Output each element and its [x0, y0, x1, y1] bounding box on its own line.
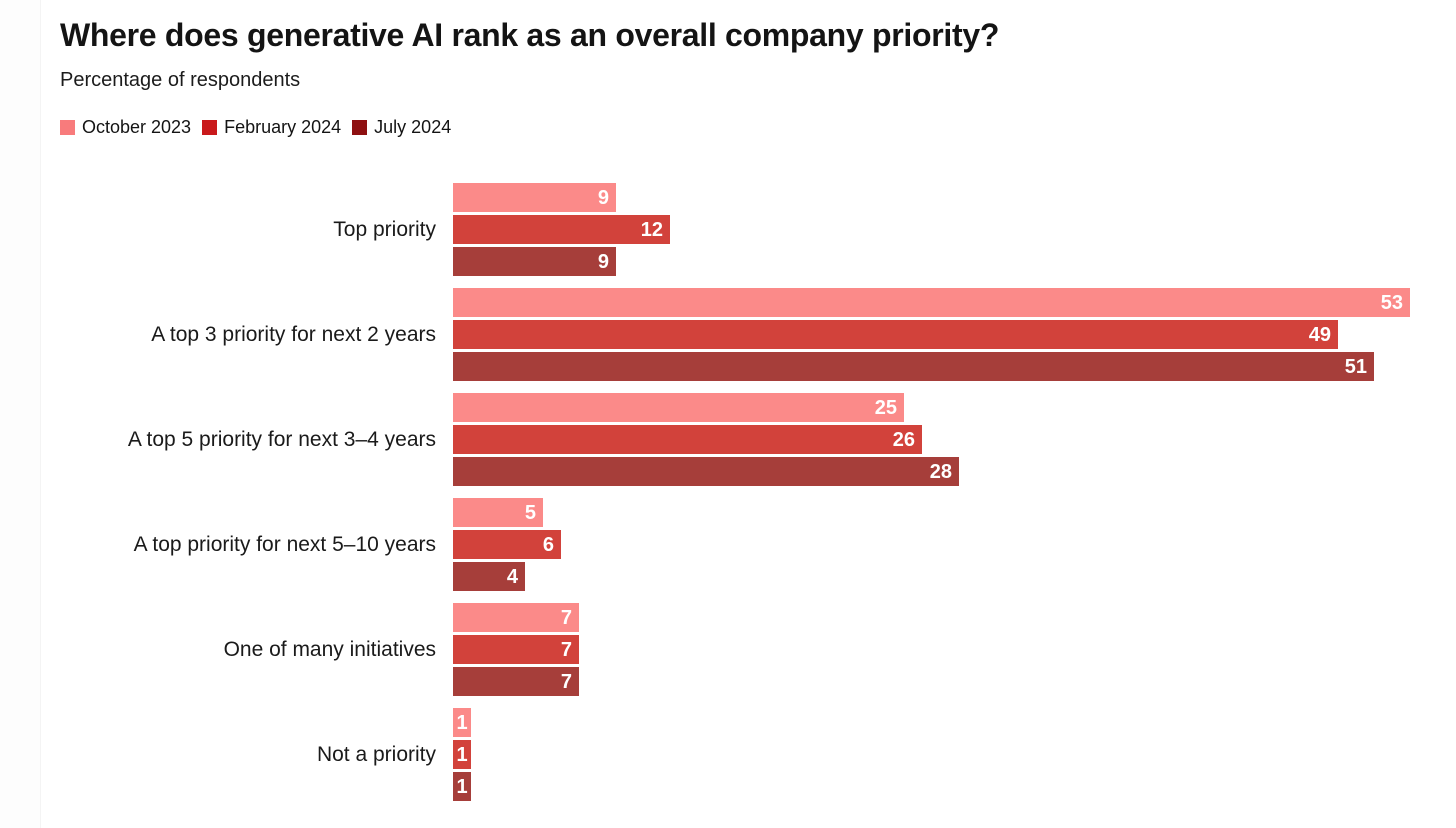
- bar-value-label: 53: [1380, 291, 1403, 314]
- bar-value-label: 49: [1308, 323, 1331, 346]
- bar-july-2024: 7: [453, 667, 579, 697]
- bar-february-2024: 26: [453, 425, 922, 455]
- bar-value-label: 1: [456, 775, 468, 798]
- legend-label: July 2024: [374, 117, 452, 138]
- bar-track: 9 12 9: [453, 183, 670, 277]
- category-label: Not a priority: [316, 742, 436, 766]
- bar-february-2024: 49: [453, 320, 1338, 350]
- bar-october-2023: 9: [453, 183, 616, 213]
- legend-swatch-october-2023: [60, 120, 75, 136]
- bar-chart: Top priority 9 12 9 A top 3 priority for nex…: [60, 183, 1456, 802]
- bar-october-2023: 7: [453, 603, 579, 633]
- bar-value-label: 9: [597, 186, 609, 209]
- legend-label: February 2024: [224, 117, 342, 138]
- category-label: A top 5 priority for next 3–4 years: [127, 427, 436, 451]
- bar-july-2024: 4: [453, 562, 525, 592]
- bar-value-label: 12: [640, 218, 663, 241]
- bar-value-label: 26: [892, 428, 915, 451]
- bar-july-2024: 51: [453, 352, 1374, 382]
- bar-july-2024: 9: [453, 247, 616, 277]
- chart-group-top-priority: Top priority 9 12 9: [60, 183, 1456, 277]
- bar-february-2024: 6: [453, 530, 561, 560]
- page-subtitle: Percentage of respondents: [60, 69, 301, 92]
- category-label: A top 3 priority for next 2 years: [151, 322, 436, 346]
- bar-october-2023: 1: [453, 708, 471, 738]
- chart-group-a-top-priority-for-next-5-10-years: A top priority for next 5–10 years 5 6 4: [60, 498, 1456, 592]
- chart-page: Where does generative AI rank as an over…: [60, 17, 1456, 802]
- bar-value-label: 7: [560, 670, 572, 693]
- bar-february-2024: 1: [453, 740, 471, 770]
- bar-value-label: 7: [560, 638, 572, 661]
- bar-value-label: 4: [506, 565, 518, 588]
- bar-track: 1 1 1: [453, 708, 471, 802]
- category-label: A top priority for next 5–10 years: [133, 532, 436, 556]
- bar-october-2023: 53: [453, 288, 1410, 318]
- bar-value-label: 5: [524, 501, 536, 524]
- chart-group-one-of-many-initiatives: One of many initiatives 7 7 7: [60, 603, 1456, 697]
- bar-value-label: 25: [874, 396, 897, 419]
- bar-october-2023: 25: [453, 393, 904, 423]
- chart-group-not-a-priority: Not a priority 1 1 1: [60, 708, 1456, 802]
- bar-value-label: 9: [597, 250, 609, 273]
- chart-group-a-top-5-priority-for-next-3-4-years: A top 5 priority for next 3–4 years 25 26 2…: [60, 393, 1456, 487]
- legend-swatch-february-2024: [202, 120, 218, 136]
- bar-july-2024: 28: [453, 457, 959, 487]
- legend-item-february-2024: February 2024: [202, 117, 341, 138]
- page-title: Where does generative AI rank as an over…: [60, 17, 1000, 53]
- legend: October 2023 February 2024 July 2024: [60, 117, 1456, 138]
- bar-track: 53 49 51: [453, 288, 1410, 382]
- chart-group-a-top-3-priority-for-next-2-years: A top 3 priority for next 2 years 53 49 51: [60, 288, 1456, 382]
- legend-label: October 2023: [82, 117, 192, 138]
- category-label: One of many initiatives: [223, 637, 436, 661]
- bar-track: 7 7 7: [453, 603, 579, 697]
- bar-value-label: 1: [456, 711, 468, 734]
- left-margin-band: [0, 0, 41, 828]
- bar-february-2024: 12: [453, 215, 670, 245]
- bar-value-label: 28: [929, 460, 952, 483]
- bar-february-2024: 7: [453, 635, 579, 665]
- bar-value-label: 6: [542, 533, 554, 556]
- bar-value-label: 7: [560, 606, 572, 629]
- bar-value-label: 51: [1344, 355, 1367, 378]
- legend-item-october-2023: October 2023: [60, 117, 191, 138]
- bar-track: 25 26 28: [453, 393, 959, 487]
- legend-swatch-july-2024: [352, 120, 368, 136]
- bar-october-2023: 5: [453, 498, 543, 528]
- bar-value-label: 1: [456, 743, 468, 766]
- legend-item-july-2024: July 2024: [352, 117, 451, 138]
- bar-july-2024: 1: [453, 772, 471, 802]
- category-label: Top priority: [333, 217, 436, 241]
